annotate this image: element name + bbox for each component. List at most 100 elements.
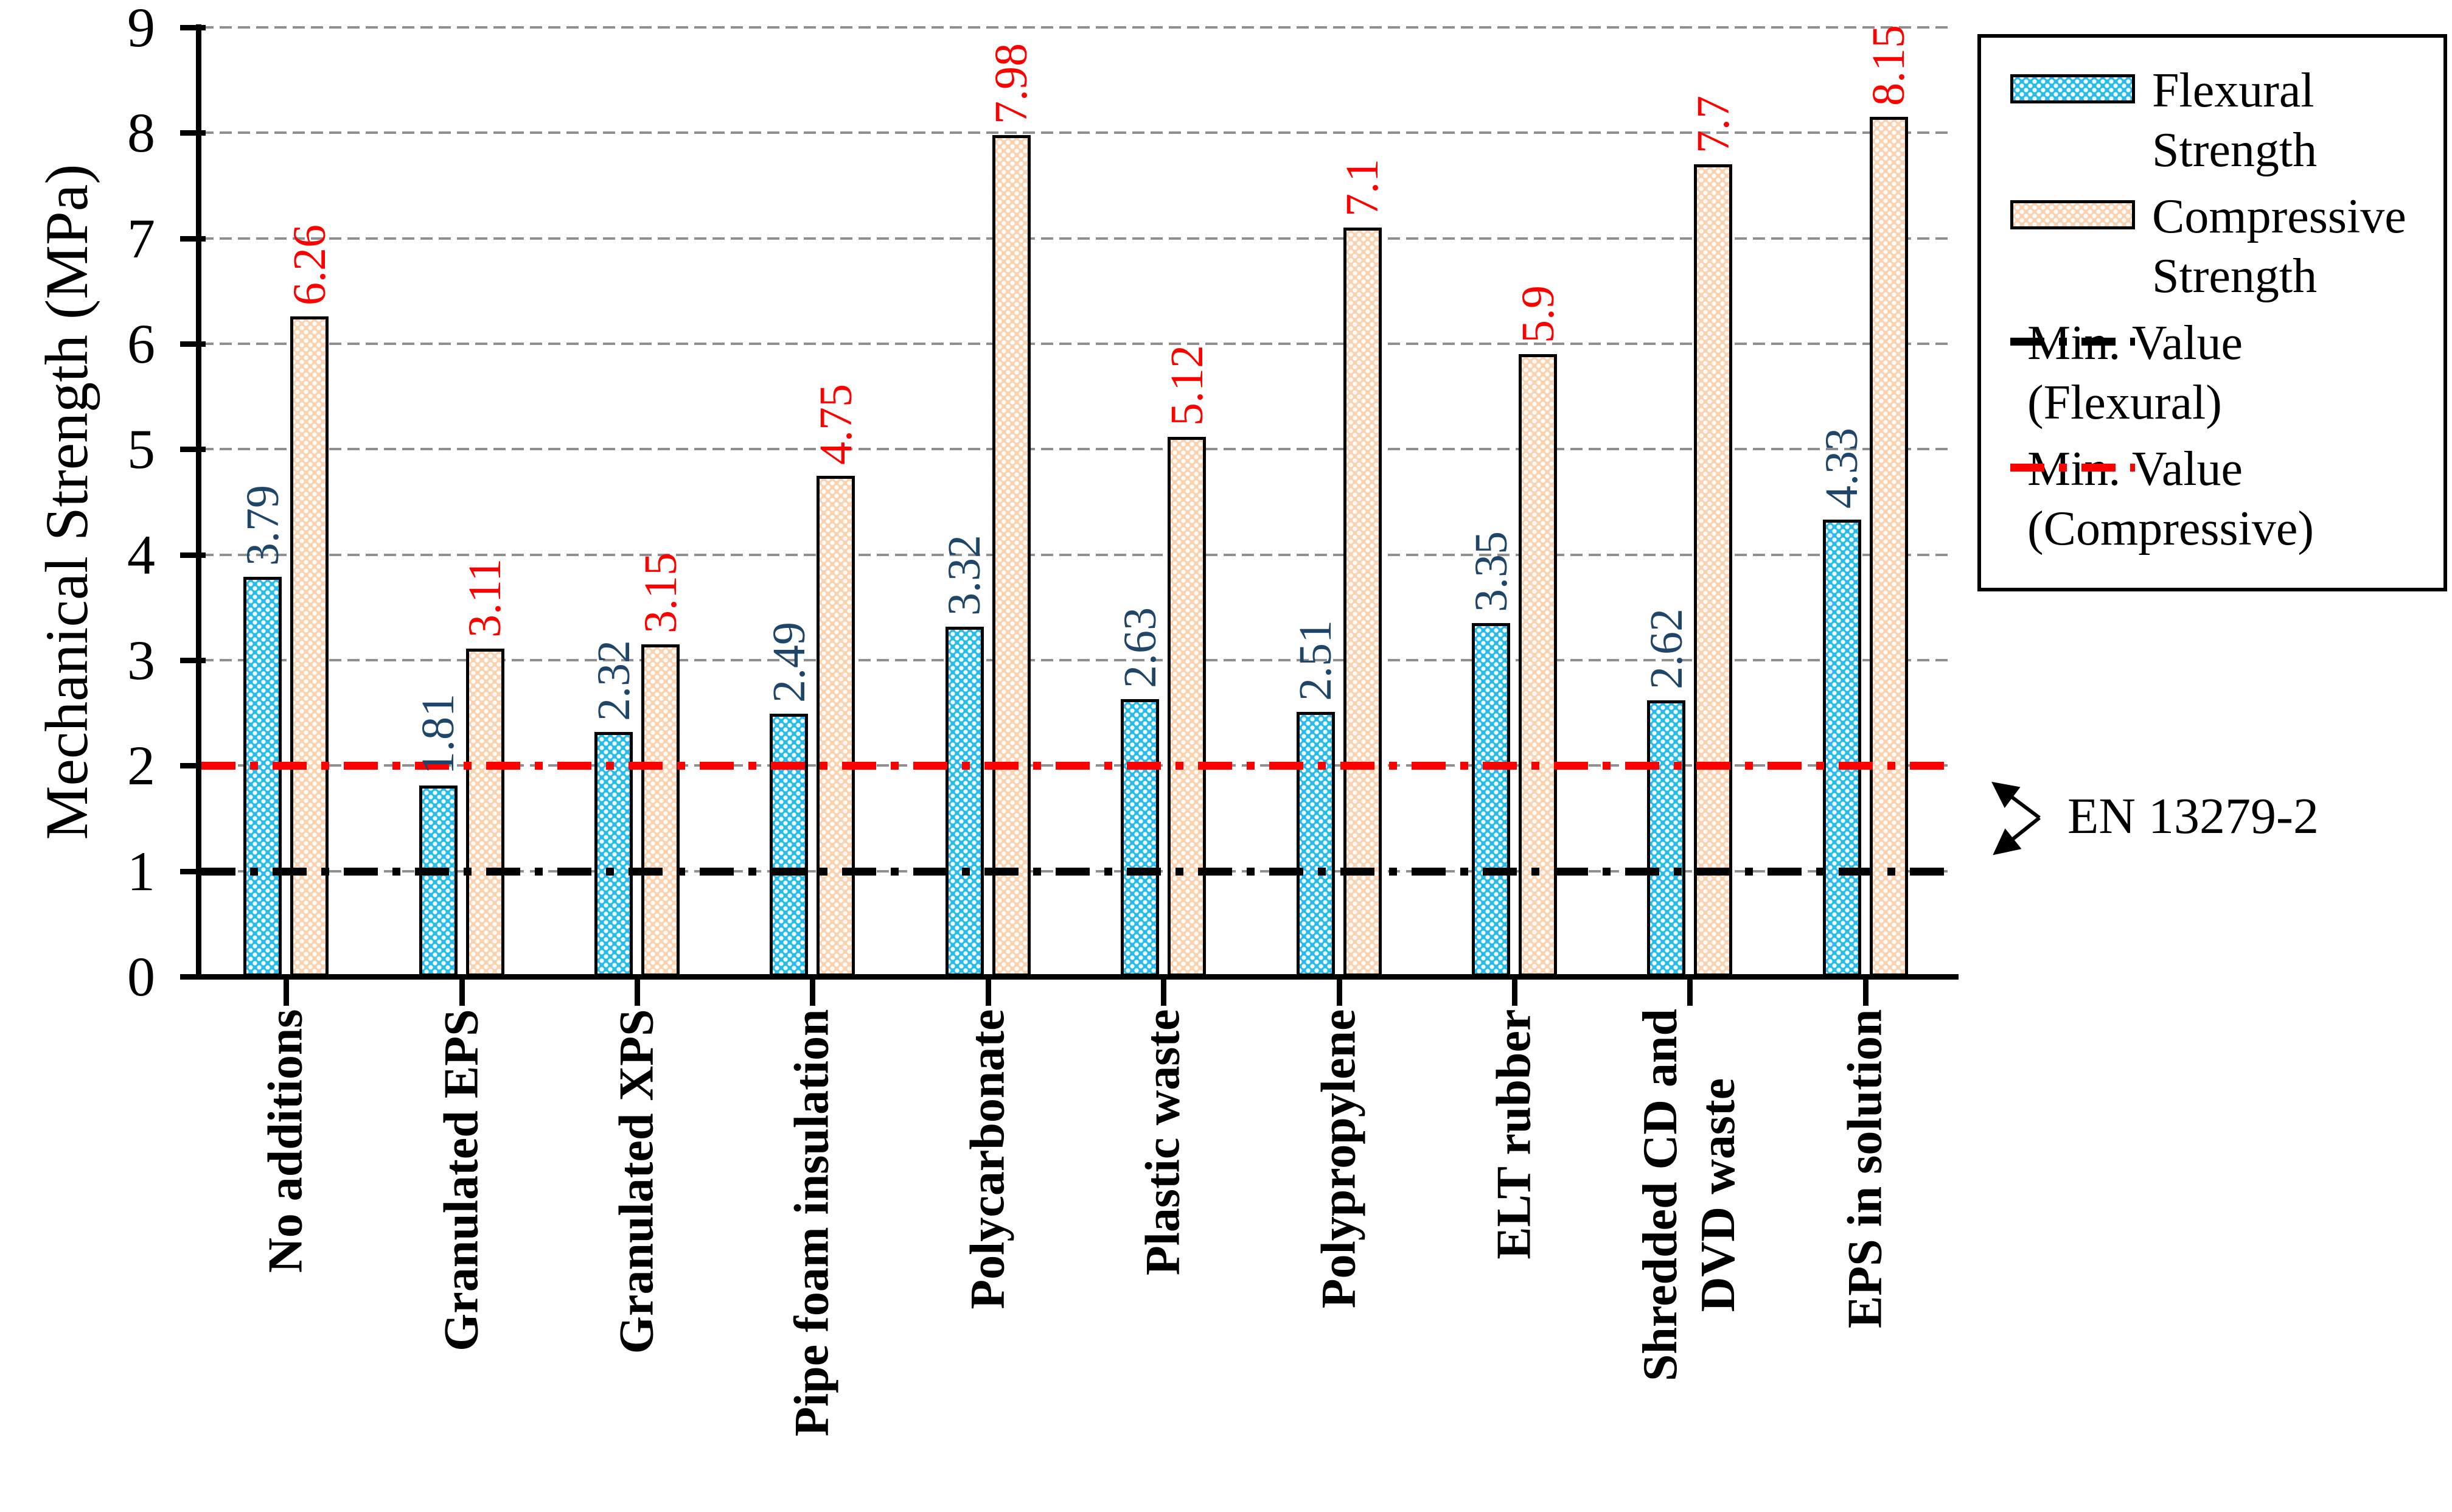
black-dashdot-line-icon bbox=[2010, 337, 2135, 346]
y-tick-label: 9 bbox=[127, 0, 155, 58]
category-label-text: Polycarbonate bbox=[959, 1009, 1017, 1309]
legend-label-line: (Flexural) bbox=[2027, 375, 2222, 430]
legend-label-compressive: Compressive Strength bbox=[2152, 187, 2406, 306]
gridline bbox=[201, 343, 1953, 345]
legend-label-line: Strength bbox=[2152, 124, 2318, 177]
category-label-text: Granulated EPS bbox=[433, 1009, 490, 1351]
flexural-value-label-7: 2.51 bbox=[1290, 619, 1342, 701]
flexural-value-label-4: 2.49 bbox=[763, 622, 815, 703]
compressive-value-label-8: 5.9 bbox=[1512, 285, 1564, 344]
legend-item-flexural: Flexural Strength bbox=[2010, 61, 2431, 180]
category-label-text: EPS in solution bbox=[1836, 1009, 1894, 1328]
compressive-bar-4 bbox=[817, 475, 855, 977]
category-label-5: Polycarbonate bbox=[959, 1009, 1017, 1512]
compressive-value-label-6: 5.12 bbox=[1161, 344, 1213, 426]
category-label-6: Plastic waste bbox=[1135, 1009, 1193, 1512]
gridline bbox=[201, 448, 1953, 451]
category-label-line: Polycarbonate bbox=[961, 1009, 1015, 1309]
flexural-value-label-5: 3.32 bbox=[939, 534, 991, 616]
annotation-label: EN 13279-2 bbox=[2067, 788, 2319, 845]
legend-label-line: (Compressive) bbox=[2027, 501, 2314, 556]
flexural-value-label-6: 2.63 bbox=[1114, 607, 1166, 689]
flexural-bar-6 bbox=[1121, 699, 1160, 977]
compressive-swatch-icon bbox=[2010, 200, 2135, 230]
y-axis-tick bbox=[180, 868, 206, 874]
category-label-7: Polypropylene bbox=[1310, 1009, 1368, 1512]
y-tick-label: 8 bbox=[127, 102, 155, 164]
x-axis-tick bbox=[1336, 977, 1342, 1006]
category-label-text: Granulated XPS bbox=[608, 1009, 666, 1354]
x-axis-tick bbox=[1862, 977, 1869, 1006]
legend-label-flexural: Flexural Strength bbox=[2152, 61, 2317, 180]
y-tick-label: 0 bbox=[127, 946, 155, 1008]
legend-item-compressive: Compressive Strength bbox=[2010, 187, 2431, 306]
compressive-bar-3 bbox=[641, 644, 680, 977]
x-axis-tick bbox=[459, 977, 465, 1006]
gridline bbox=[201, 553, 1953, 556]
gridline bbox=[201, 26, 1953, 29]
compressive-bar-10 bbox=[1869, 117, 1908, 977]
category-label-text: No additions bbox=[257, 1009, 315, 1272]
flexural-bar-8 bbox=[1472, 623, 1510, 977]
y-tick-label: 7 bbox=[127, 207, 155, 270]
category-label-line: Pipe foam insulation bbox=[785, 1009, 839, 1437]
min-value-line-compressive bbox=[201, 762, 1953, 770]
flexural-value-label-8: 3.35 bbox=[1465, 531, 1517, 613]
flexural-value-label-2: 1.81 bbox=[413, 694, 464, 775]
flexural-bar-4 bbox=[770, 714, 809, 977]
flexural-value-label-9: 2.62 bbox=[1640, 608, 1692, 689]
compressive-value-label-3: 3.15 bbox=[635, 552, 686, 633]
compressive-value-label-10: 8.15 bbox=[1863, 25, 1915, 106]
gridline bbox=[201, 659, 1953, 661]
flexural-value-label-1: 3.79 bbox=[237, 485, 288, 566]
y-tick-label: 6 bbox=[127, 313, 155, 375]
y-axis-tick bbox=[180, 974, 206, 980]
category-label-8: ELT rubber bbox=[1486, 1009, 1544, 1512]
x-axis-line bbox=[196, 974, 1959, 980]
x-axis-tick bbox=[284, 977, 290, 1006]
x-axis-tick bbox=[1512, 977, 1517, 1006]
y-axis-line bbox=[196, 24, 201, 980]
legend-item-min-flexural: Min. Value (Flexural) bbox=[2010, 313, 2431, 433]
legend: Flexural Strength Compressive Strength M… bbox=[1977, 34, 2447, 591]
legend-label-line: Compressive bbox=[2152, 190, 2406, 244]
compressive-bar-2 bbox=[465, 648, 504, 977]
category-label-line: ELT rubber bbox=[1487, 1009, 1541, 1259]
category-label-line: DVD waste bbox=[1691, 1078, 1746, 1312]
compressive-bar-8 bbox=[1519, 354, 1557, 977]
legend-label-min-compressive: Min. Value (Compressive) bbox=[2027, 439, 2314, 559]
compressive-value-label-7: 7.1 bbox=[1337, 159, 1388, 217]
compressive-value-label-1: 6.26 bbox=[284, 224, 335, 305]
annotation-arrows-icon bbox=[1991, 781, 2041, 855]
flexural-value-label-3: 2.32 bbox=[588, 639, 639, 721]
compressive-bar-9 bbox=[1694, 164, 1733, 977]
category-label-1: No additions bbox=[257, 1009, 315, 1512]
category-label-line: Granulated EPS bbox=[434, 1009, 489, 1351]
x-axis-tick bbox=[1687, 977, 1693, 1006]
legend-item-min-compressive: Min. Value (Compressive) bbox=[2010, 439, 2431, 559]
y-axis-tick bbox=[180, 341, 206, 347]
y-tick-label: 2 bbox=[127, 734, 155, 797]
x-axis-tick bbox=[635, 977, 640, 1006]
legend-label-line: Flexural bbox=[2152, 64, 2314, 117]
compressive-bar-6 bbox=[1168, 436, 1207, 977]
y-tick-label: 1 bbox=[127, 840, 155, 902]
y-tick-label: 4 bbox=[127, 523, 155, 586]
flexural-bar-9 bbox=[1647, 700, 1686, 977]
category-label-line: Plastic waste bbox=[1136, 1009, 1190, 1275]
category-label-2: Granulated EPS bbox=[433, 1009, 490, 1512]
flexural-bar-10 bbox=[1822, 520, 1861, 977]
category-label-line: No additions bbox=[259, 1009, 313, 1273]
category-label-4: Pipe foam insulation bbox=[784, 1009, 841, 1512]
legend-label-line: Strength bbox=[2152, 249, 2318, 304]
compressive-value-label-2: 3.11 bbox=[459, 558, 511, 638]
y-axis-tick bbox=[180, 447, 206, 453]
compressive-value-label-9: 7.7 bbox=[1687, 96, 1739, 154]
category-label-9: Shredded CD and DVD waste bbox=[1632, 1009, 1747, 1512]
category-label-3: Granulated XPS bbox=[608, 1009, 666, 1512]
x-axis-tick bbox=[1161, 977, 1167, 1006]
flexural-bar-7 bbox=[1296, 711, 1335, 977]
red-dashdot-line-icon bbox=[2010, 463, 2135, 472]
flexural-bar-3 bbox=[594, 731, 633, 977]
category-label-line: EPS in solution bbox=[1838, 1009, 1892, 1328]
